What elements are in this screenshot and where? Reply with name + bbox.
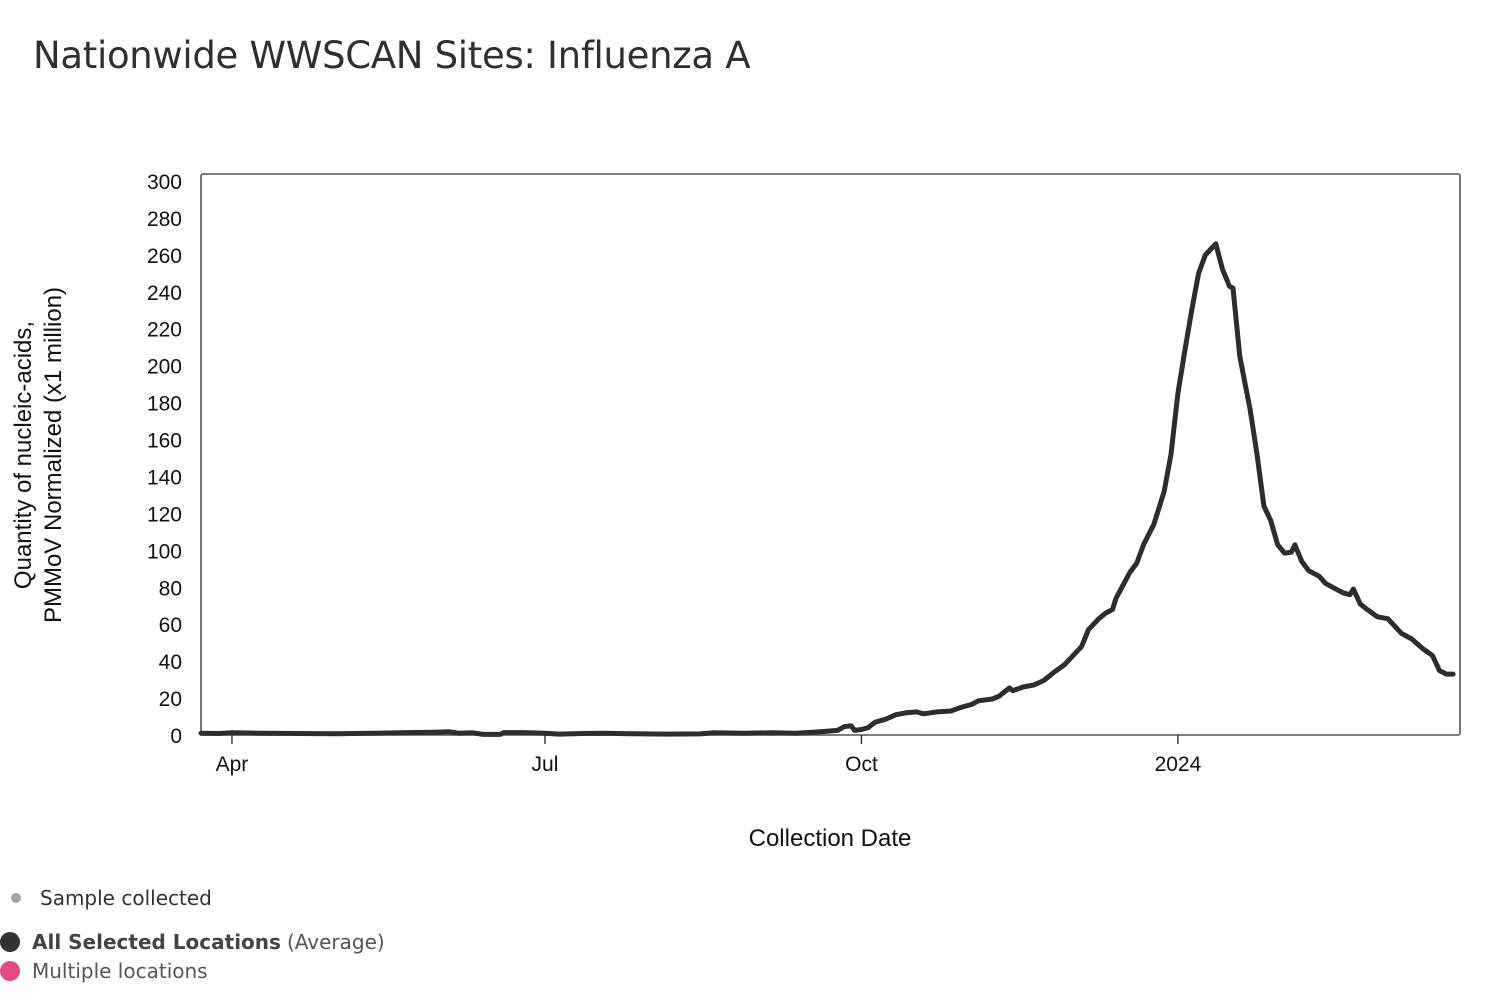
y-tick-label: 220 <box>147 319 182 342</box>
plot-frame <box>200 173 1461 736</box>
y-axis-ticks: 0 20 40 60 80 100 120 140 160 180 200 220 240 260 280 3… <box>147 171 182 748</box>
y-tick-label: 280 <box>147 208 182 231</box>
page-title: Nationwide WWSCAN Sites: Influenza A <box>33 34 751 77</box>
legend-item-sample: Sample collected <box>11 886 212 910</box>
y-tick-label: 300 <box>147 171 182 194</box>
y-tick-label: 200 <box>147 356 182 379</box>
y-tick-label: 260 <box>147 245 182 268</box>
multiple-locations-dot-icon <box>0 961 20 981</box>
x-tick-label: Oct <box>845 753 878 776</box>
y-tick-label: 0 <box>170 725 182 748</box>
y-axis-title-line-1: Quantity of nucleic-acids, <box>10 321 37 589</box>
sample-dot-icon <box>11 893 21 903</box>
legend-item-all-selected: All Selected Locations (Average) <box>0 930 385 954</box>
x-axis-ticks: Apr Jul Oct 2024 <box>216 735 1202 776</box>
legend-label-average: (Average) <box>286 930 385 954</box>
y-tick-label: 140 <box>147 466 182 489</box>
legend-label-multiple: Multiple locations <box>32 959 208 983</box>
y-axis-title: Quantity of nucleic-acids, PMMoV Normali… <box>10 287 67 623</box>
x-tick-label: Jul <box>532 753 559 776</box>
legend-item-multiple: Multiple locations <box>0 959 208 983</box>
y-tick-label: 40 <box>159 651 182 674</box>
y-tick-label: 80 <box>159 577 182 600</box>
y-tick-label: 160 <box>147 430 182 453</box>
y-tick-label: 20 <box>159 688 182 711</box>
all-locations-dot-icon <box>0 932 20 952</box>
y-tick-label: 120 <box>147 503 182 526</box>
x-tick-label: Apr <box>216 753 249 776</box>
series-line-all-selected-locations <box>198 241 1456 737</box>
y-tick-label: 240 <box>147 282 182 305</box>
x-tick-label: 2024 <box>1155 753 1202 776</box>
x-axis-title: Collection Date <box>749 825 912 852</box>
y-axis-title-line-2: PMMoV Normalized (x1 million) <box>40 287 67 623</box>
legend-label-sample: Sample collected <box>40 886 212 910</box>
y-tick-label: 60 <box>159 614 182 637</box>
y-tick-label: 100 <box>147 540 182 563</box>
y-tick-label: 180 <box>147 393 182 416</box>
legend-label-all-selected: All Selected Locations <box>32 930 281 954</box>
